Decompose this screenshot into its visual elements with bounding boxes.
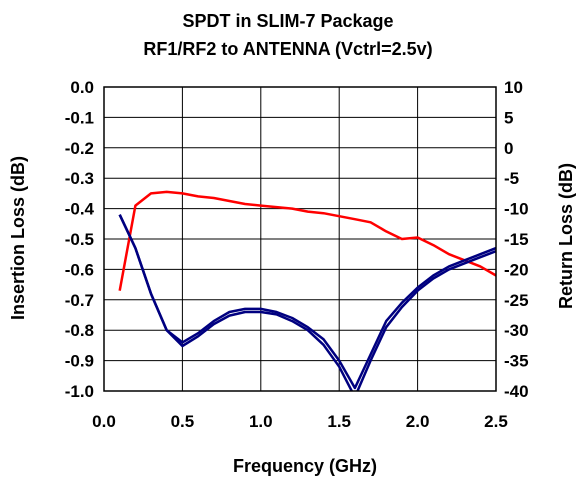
- return-loss-line-2: [118, 214, 496, 391]
- y-tick-label-right: 5: [504, 108, 513, 127]
- plot-frame: [103, 86, 497, 392]
- y-tick-label-right: -20: [504, 260, 529, 279]
- insertion-loss-line: [118, 190, 496, 291]
- x-tick-label: 1.5: [327, 412, 351, 431]
- y-tick-label-right: -15: [504, 230, 529, 249]
- y-tick-label-left: -0.6: [65, 260, 94, 279]
- y-tick-label-left: 0.0: [70, 78, 94, 97]
- y-tick-label-left: -0.8: [65, 321, 94, 340]
- x-tick-label: 0.0: [92, 412, 116, 431]
- x-tick-label: 2.0: [406, 412, 430, 431]
- grid: [104, 87, 496, 391]
- y-tick-label-left: -0.5: [65, 230, 94, 249]
- tick-labels: 0.0 0.5 1.0 1.5 2.0 2.5 0.0 -0.1 -0.2 -0.3 -0.4 -0.…: [65, 78, 529, 431]
- y-tick-label-right: -30: [504, 321, 529, 340]
- y-tick-label-right: -40: [504, 382, 529, 401]
- return-loss-line-1: [118, 214, 496, 390]
- y-tick-label-right: -35: [504, 352, 529, 371]
- x-tick-label: 1.0: [249, 412, 273, 431]
- y-tick-label-right: 0: [504, 139, 513, 158]
- x-tick-label: 0.5: [171, 412, 195, 431]
- y-tick-label-right: 10: [504, 78, 523, 97]
- x-axis-label: Frequency (GHz): [233, 456, 377, 476]
- chart-title-line-1: SPDT in SLIM-7 Package: [182, 11, 393, 31]
- x-tick-label: 2.5: [484, 412, 508, 431]
- y-tick-label-right: -5: [504, 169, 519, 188]
- y-tick-label-right: -10: [504, 200, 529, 219]
- y-tick-label-left: -0.2: [65, 139, 94, 158]
- y-axis-label-right: Return Loss (dB): [556, 163, 576, 309]
- y-tick-label-left: -0.7: [65, 291, 94, 310]
- y-axis-label-left: Insertion Loss (dB): [8, 156, 28, 320]
- y-tick-label-right: -25: [504, 291, 529, 310]
- y-tick-label-left: -1.0: [65, 382, 94, 401]
- y-tick-label-left: -0.3: [65, 169, 94, 188]
- y-tick-label-left: -0.9: [65, 352, 94, 371]
- y-tick-label-left: -0.4: [65, 200, 95, 219]
- chart-title-line-2: RF1/RF2 to ANTENNA (Vctrl=2.5v): [143, 39, 432, 59]
- series-group: [118, 190, 496, 391]
- y-tick-label-left: -0.1: [65, 108, 94, 127]
